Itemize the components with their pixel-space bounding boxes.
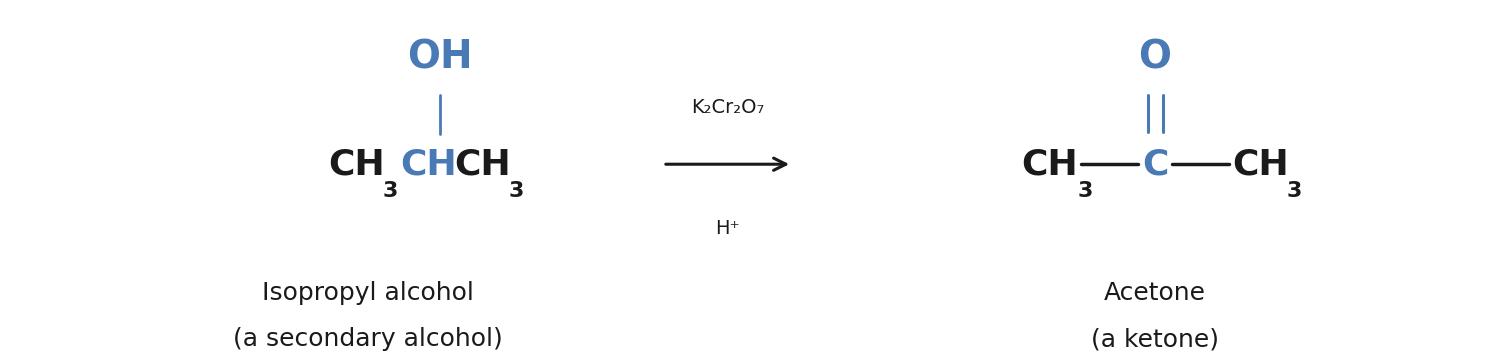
Text: CH: CH: [454, 147, 512, 181]
Text: CH: CH: [400, 147, 457, 181]
Text: (a secondary alcohol): (a secondary alcohol): [232, 327, 503, 351]
Text: 3: 3: [382, 181, 398, 201]
Text: O: O: [1138, 38, 1172, 76]
Text: CH: CH: [1233, 147, 1288, 181]
Text: Acetone: Acetone: [1104, 281, 1206, 305]
Text: 3: 3: [1287, 181, 1302, 201]
Text: (a ketone): (a ketone): [1090, 327, 1220, 351]
Text: CH: CH: [1022, 147, 1077, 181]
Text: 3: 3: [509, 181, 525, 201]
Text: OH: OH: [406, 38, 472, 76]
Text: K₂Cr₂O₇: K₂Cr₂O₇: [692, 97, 764, 117]
Text: CH: CH: [328, 147, 386, 181]
Text: C: C: [1142, 147, 1168, 181]
Text: 3: 3: [1077, 181, 1094, 201]
Text: Isopropyl alcohol: Isopropyl alcohol: [261, 281, 474, 305]
Text: H⁺: H⁺: [716, 219, 740, 238]
